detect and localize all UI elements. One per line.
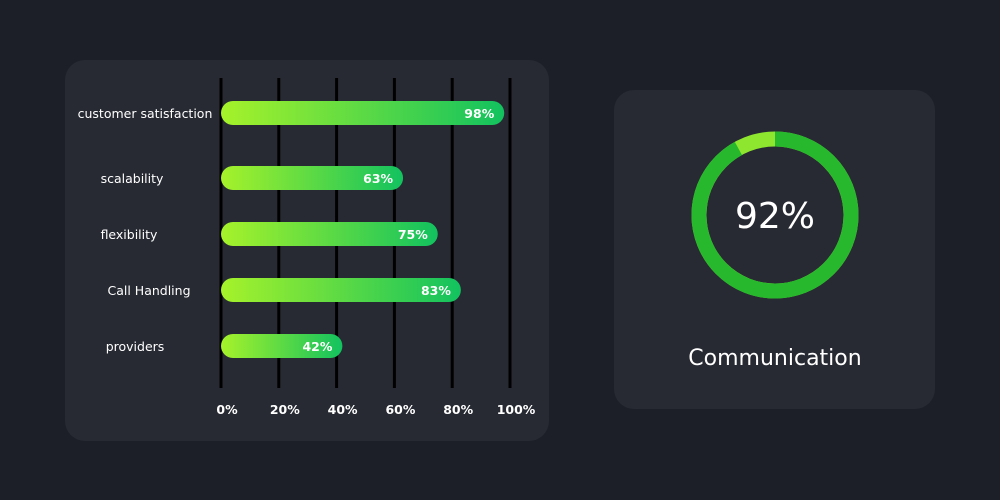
donut-value-arc bbox=[691, 131, 859, 299]
category-label: scalability bbox=[101, 171, 164, 186]
bar bbox=[221, 222, 438, 246]
bar bbox=[221, 278, 461, 302]
bar-value-label: 83% bbox=[421, 283, 451, 298]
x-tick-label: 100% bbox=[497, 402, 536, 417]
bar-value-label: 98% bbox=[464, 106, 494, 121]
category-label: flexibility bbox=[101, 227, 158, 242]
bar-chart-panel: 0% 20% 40% 60% 80% 100% 98% customer satisfacti… bbox=[65, 60, 549, 441]
category-label: Call Handling bbox=[107, 283, 190, 298]
donut-chart: 92% Communication bbox=[688, 131, 862, 371]
bar-chart: 0% 20% 40% 60% 80% 100% 98% customer satisfacti… bbox=[78, 78, 536, 417]
bar-value-label: 42% bbox=[302, 339, 332, 354]
donut-title: Communication bbox=[688, 346, 861, 371]
x-tick-label: 0% bbox=[216, 402, 238, 417]
bar bbox=[221, 166, 404, 190]
bar-value-label: 63% bbox=[363, 171, 393, 186]
x-tick-label: 60% bbox=[385, 402, 415, 417]
x-tick-label: 80% bbox=[443, 402, 473, 417]
x-tick-label: 20% bbox=[270, 402, 300, 417]
x-tick-label: 40% bbox=[328, 402, 358, 417]
donut-chart-panel: 92% Communication bbox=[614, 90, 935, 409]
bar bbox=[221, 334, 343, 358]
donut-value-label: 92% bbox=[735, 196, 815, 237]
category-label: providers bbox=[106, 339, 165, 354]
category-label: customer satisfaction bbox=[78, 106, 213, 121]
bar-value-label: 75% bbox=[398, 227, 428, 242]
bar bbox=[221, 101, 505, 125]
